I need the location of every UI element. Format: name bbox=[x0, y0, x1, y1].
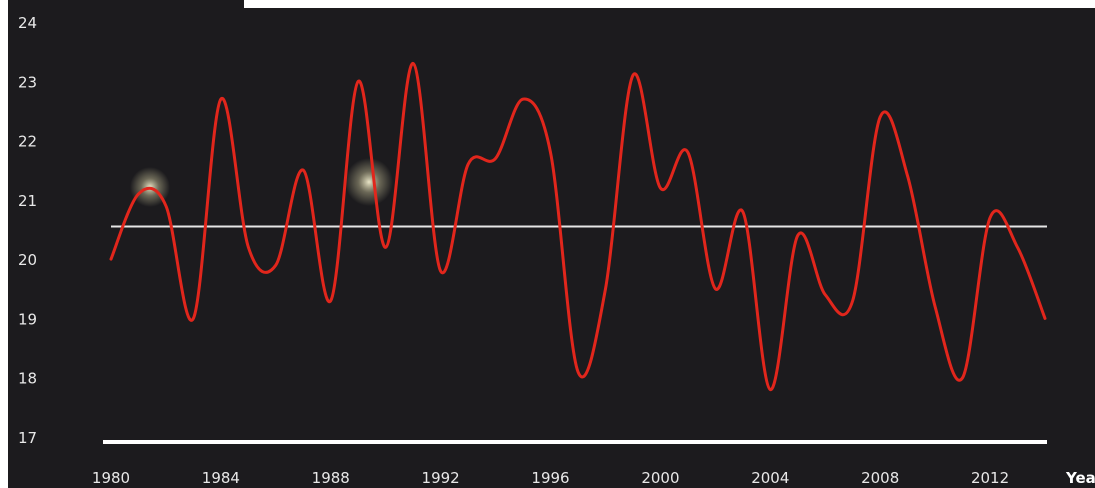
glow-decorations bbox=[130, 158, 393, 207]
y-tick-label: 24 bbox=[18, 14, 37, 32]
data-point bbox=[247, 246, 250, 249]
data-point bbox=[604, 287, 607, 290]
x-tick-label: 2008 bbox=[861, 469, 899, 487]
data-point bbox=[1044, 317, 1047, 320]
data-point bbox=[714, 287, 717, 290]
data-point bbox=[219, 98, 222, 101]
left-edge bbox=[0, 0, 8, 488]
data-point bbox=[192, 317, 195, 320]
data-point bbox=[329, 299, 332, 302]
data-point bbox=[302, 169, 305, 172]
x-tick-label: 1996 bbox=[531, 469, 569, 487]
data-point bbox=[549, 151, 552, 154]
x-tick-label: 2012 bbox=[971, 469, 1009, 487]
data-point bbox=[274, 264, 277, 267]
data-point bbox=[769, 388, 772, 391]
top-cutout bbox=[244, 0, 1095, 8]
data-point bbox=[357, 80, 360, 83]
data-point bbox=[110, 258, 113, 261]
x-tick-label: 1980 bbox=[92, 469, 130, 487]
data-point bbox=[439, 270, 442, 273]
data-point bbox=[384, 246, 387, 249]
x-tick-label: 2000 bbox=[641, 469, 679, 487]
plot-lines bbox=[103, 61, 1047, 444]
data-point bbox=[659, 187, 662, 190]
y-tick-label: 23 bbox=[18, 73, 37, 91]
data-point bbox=[164, 204, 167, 207]
x-tick-label: 1988 bbox=[312, 469, 350, 487]
data-point bbox=[934, 305, 937, 308]
data-point bbox=[989, 216, 992, 219]
data-point bbox=[796, 234, 799, 237]
data-point bbox=[631, 74, 634, 77]
y-axis: 24 23 22 21 20 19 18 17 bbox=[18, 14, 37, 447]
data-point bbox=[686, 151, 689, 154]
data-point bbox=[851, 299, 854, 302]
data-point bbox=[522, 98, 525, 101]
data-point bbox=[741, 210, 744, 213]
data-point bbox=[137, 192, 140, 195]
y-tick-label: 20 bbox=[18, 251, 37, 269]
y-tick-label: 19 bbox=[18, 310, 37, 328]
data-point bbox=[879, 115, 882, 118]
x-tick-label: 2004 bbox=[751, 469, 789, 487]
x-axis-title: Yea bbox=[1065, 469, 1095, 487]
y-tick-label: 18 bbox=[18, 370, 37, 388]
data-point bbox=[412, 62, 415, 65]
data-point bbox=[906, 175, 909, 178]
x-tick-label: 1984 bbox=[202, 469, 240, 487]
data-point bbox=[961, 376, 964, 379]
glow-spot bbox=[345, 158, 393, 206]
data-point bbox=[494, 157, 497, 160]
data-point bbox=[467, 163, 470, 166]
data-point bbox=[824, 293, 827, 296]
x-tick-label: 1992 bbox=[422, 469, 460, 487]
y-tick-label: 21 bbox=[18, 192, 37, 210]
series-line bbox=[109, 61, 1047, 392]
data-point bbox=[577, 370, 580, 373]
x-axis: 1980 1984 1988 1992 1996 2000 2004 2008 2012 bbox=[92, 469, 1009, 487]
y-tick-label: 22 bbox=[18, 133, 37, 151]
y-tick-label: 17 bbox=[18, 429, 37, 447]
data-point bbox=[1016, 246, 1019, 249]
